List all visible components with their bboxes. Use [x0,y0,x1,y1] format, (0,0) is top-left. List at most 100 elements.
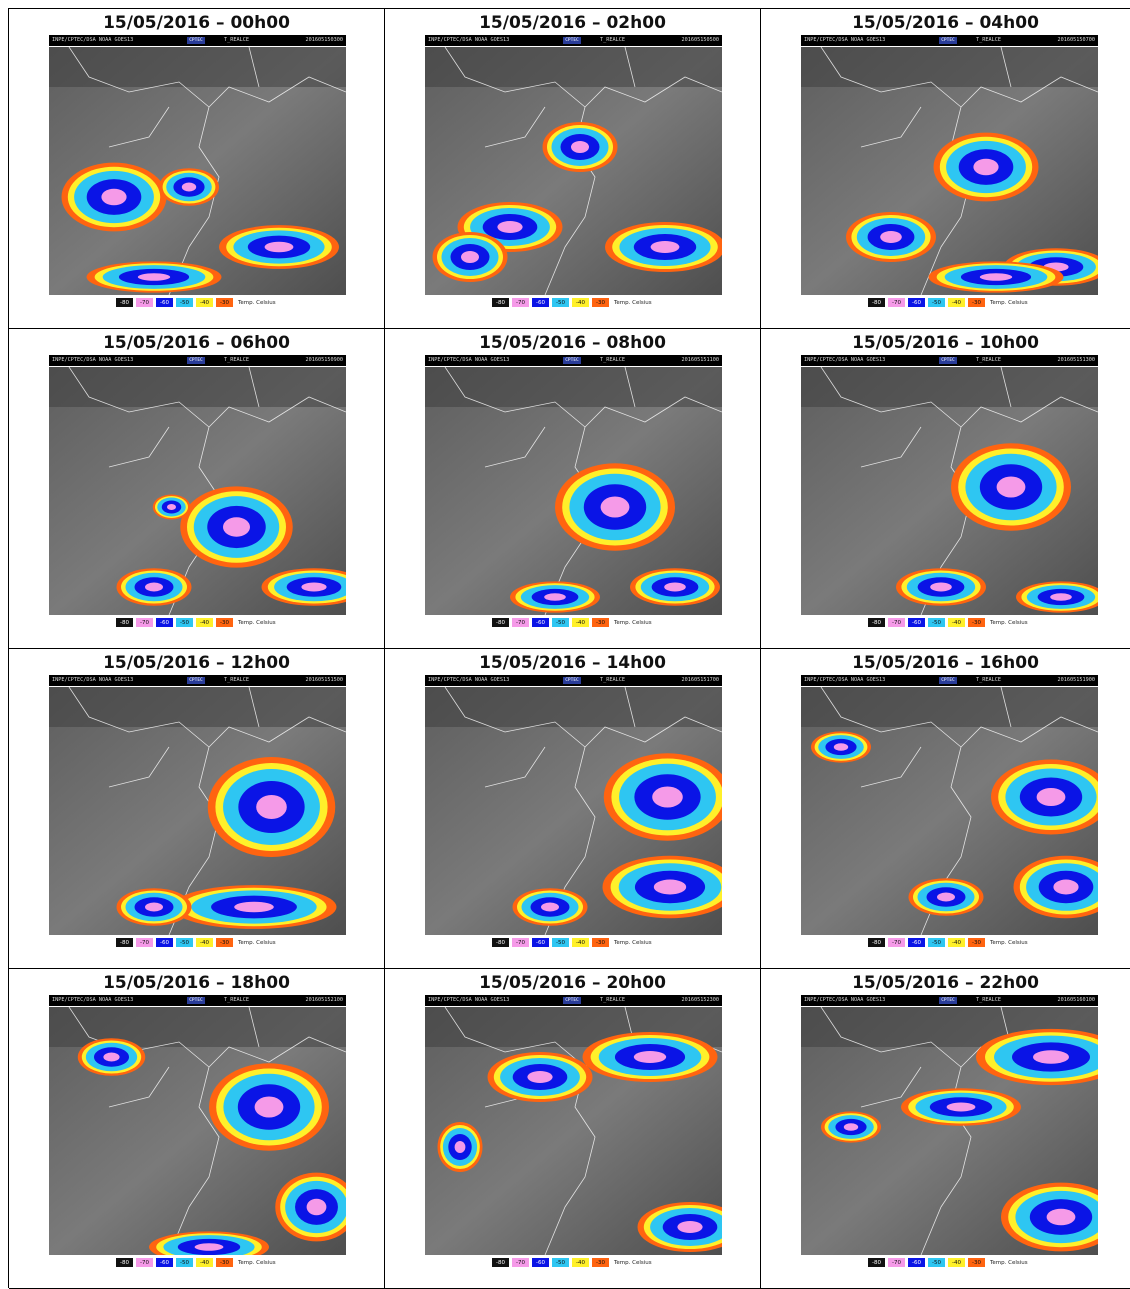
cloud-band [254,1096,284,1118]
legend-swatch: -60 [532,1258,549,1267]
legend-swatch: -50 [928,298,945,307]
header-source: INPE/CPTEC/DSA NOAA GOES13 [804,677,886,683]
legend-unit: Temp. Celsius [990,299,1028,306]
satellite-panel-7: 15/05/2016 – 14h00 INPE/CPTEC/DSA NOAA G… [385,649,761,969]
legend-swatch: -30 [216,298,233,307]
header-source: INPE/CPTEC/DSA NOAA GOES13 [428,357,510,363]
legend-swatch: -50 [928,618,945,627]
legend-label: -70 [892,299,901,306]
legend-swatch: -40 [196,938,213,947]
cloud-band [652,786,683,808]
legend-swatch: -60 [908,298,925,307]
legend-label: -30 [596,619,605,626]
cptec-logo-icon: CPTEC [187,997,205,1004]
temperature-legend: -80 -70 -60 -50 -40 -30 Temp. Celsius [492,1258,652,1267]
legend-swatch: -80 [868,1258,885,1267]
cloud-band [946,1102,976,1112]
legend-swatch: -70 [888,618,905,627]
legend-swatch: -70 [888,1258,905,1267]
satellite-panel-8: 15/05/2016 – 16h00 INPE/CPTEC/DSA NOAA G… [761,649,1130,969]
cloud-band [1046,1208,1076,1226]
satellite-image [801,687,1098,935]
legend-label: -50 [556,299,565,306]
cloud-band [497,221,523,233]
legend-swatch: -40 [572,618,589,627]
cloud-band [937,892,955,902]
header-timestamp: 201605150900 [305,357,343,363]
coastline-lines [820,367,1098,615]
header-product: T_REALCE [224,997,249,1003]
legend-swatch: -30 [968,618,985,627]
legend-label: -50 [180,1259,189,1266]
image-header-bar: INPE/CPTEC/DSA NOAA GOES13 CPTEC T_REALC… [801,35,1098,46]
legend-swatch: -80 [116,1258,133,1267]
satellite-image [801,367,1098,615]
legend-swatch: -70 [512,298,529,307]
legend-label: -30 [972,299,981,306]
satellite-image [425,687,722,935]
cloud-band [256,795,287,819]
header-product: T_REALCE [976,37,1001,43]
satellite-image [801,47,1098,295]
legend-label: -80 [496,299,505,306]
legend-swatch: -50 [176,298,193,307]
legend-label: -30 [596,299,605,306]
legend-swatch: -40 [196,298,213,307]
header-source: INPE/CPTEC/DSA NOAA GOES13 [804,37,886,43]
legend-swatch: -60 [908,618,925,627]
image-header-bar: INPE/CPTEC/DSA NOAA GOES13 CPTEC T_REALC… [425,675,722,686]
legend-swatch: -70 [512,1258,529,1267]
header-timestamp: 201605151100 [681,357,719,363]
panel-title: 15/05/2016 – 16h00 [852,653,1039,673]
header-source: INPE/CPTEC/DSA NOAA GOES13 [52,357,134,363]
legend-swatch: -80 [868,618,885,627]
legend-label: -50 [932,619,941,626]
header-source: INPE/CPTEC/DSA NOAA GOES13 [52,677,134,683]
legend-label: -30 [220,1259,229,1266]
satellite-image [801,1007,1098,1255]
cloud-band [137,273,171,281]
cloud-band [600,496,630,518]
legend-label: -40 [200,1259,209,1266]
legend-swatch: -70 [136,618,153,627]
legend-label: -70 [892,619,901,626]
legend-swatch: -30 [216,618,233,627]
legend-swatch: -40 [948,1258,965,1267]
image-header-bar: INPE/CPTEC/DSA NOAA GOES13 CPTEC T_REALC… [425,355,722,366]
panel-title: 15/05/2016 – 12h00 [103,653,290,673]
legend-swatch: -40 [948,618,965,627]
header-source: INPE/CPTEC/DSA NOAA GOES13 [52,37,134,43]
legend-swatch: -50 [928,938,945,947]
cloud-band [996,476,1026,498]
cloud-band [973,158,999,176]
cloud-band [541,902,559,912]
legend-swatch: -60 [532,938,549,947]
temperature-legend: -80 -70 -60 -50 -40 -30 Temp. Celsius [116,298,276,307]
cloud-band [145,582,163,592]
legend-label: -30 [972,939,981,946]
cloud-band [167,504,176,510]
legend-swatch: -50 [552,938,569,947]
satellite-image [49,1007,346,1255]
header-product: T_REALCE [224,677,249,683]
header-source: INPE/CPTEC/DSA NOAA GOES13 [804,997,886,1003]
cptec-logo-icon: CPTEC [939,37,957,44]
cloud-band [677,1221,703,1233]
legend-label: -30 [220,299,229,306]
satellite-panel-4: 15/05/2016 – 08h00 INPE/CPTEC/DSA NOAA G… [385,329,761,649]
panel-title: 15/05/2016 – 14h00 [479,653,666,673]
header-timestamp: 201605152300 [681,997,719,1003]
legend-unit: Temp. Celsius [238,939,276,946]
legend-label: -50 [180,939,189,946]
cloud-band [306,1198,327,1216]
satellite-panel-2: 15/05/2016 – 04h00 INPE/CPTEC/DSA NOAA G… [761,9,1130,329]
header-product: T_REALCE [976,357,1001,363]
cptec-logo-icon: CPTEC [563,357,581,364]
satellite-panel-9: 15/05/2016 – 18h00 INPE/CPTEC/DSA NOAA G… [9,969,385,1289]
legend-swatch: -80 [492,938,509,947]
cloud-band [653,879,687,895]
header-product: T_REALCE [224,37,249,43]
cptec-logo-icon: CPTEC [939,357,957,364]
coastline-lines [820,687,1098,935]
panel-title: 15/05/2016 – 22h00 [852,973,1039,993]
